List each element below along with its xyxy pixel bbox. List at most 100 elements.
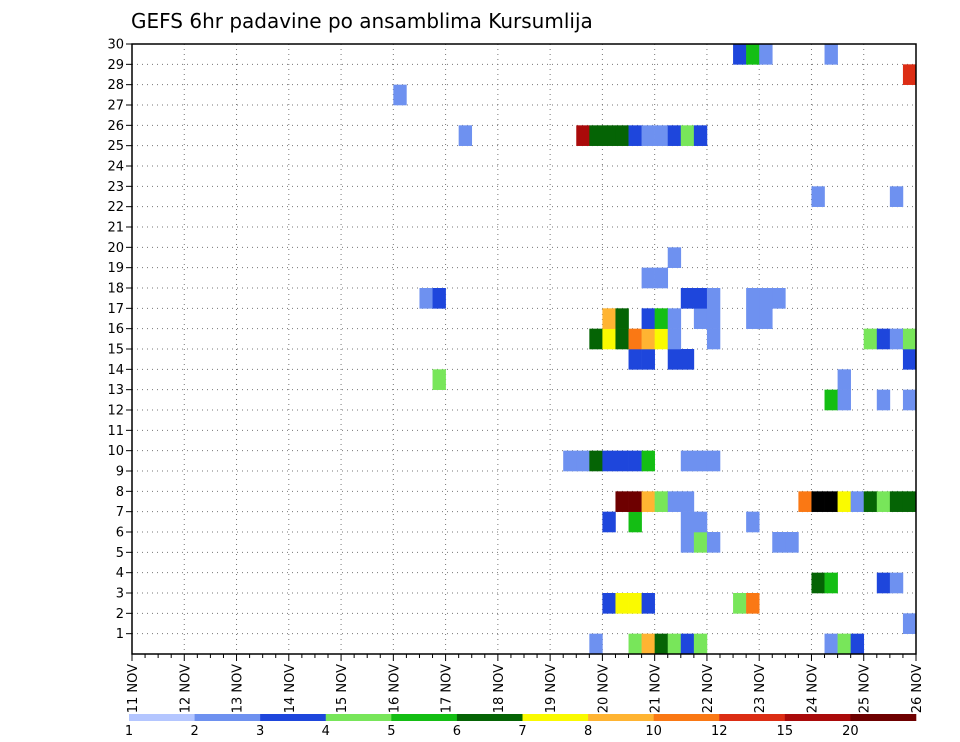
y-tick-label: 16	[107, 322, 124, 337]
heatmap-cell	[628, 593, 642, 614]
heatmap-cell	[824, 389, 838, 411]
heatmap-cell	[693, 125, 708, 146]
colorbar-swatch	[784, 714, 851, 721]
heatmap-cell	[746, 288, 760, 309]
heatmap-cell	[706, 288, 721, 309]
heatmap-cell	[746, 511, 760, 533]
heatmap-cell	[693, 511, 708, 533]
y-axis: 1234567891011121314151617181920212223242…	[107, 38, 132, 642]
y-tick-label: 14	[107, 363, 124, 378]
heatmap-cell	[576, 125, 590, 146]
heatmap-cell	[876, 328, 891, 350]
heatmap-cell	[746, 308, 760, 329]
x-axis: 11 NOV 12 NOV 13 NOV 14 NOV 15 NOV 16 NOV 17 N…	[126, 654, 925, 713]
heatmap-cell	[902, 389, 917, 411]
heatmap-cell	[667, 308, 682, 329]
heatmap-cell	[824, 572, 838, 594]
colorbar-label: 12	[711, 724, 728, 739]
heatmap-cell	[811, 186, 825, 207]
heatmap-cell	[876, 389, 891, 411]
colorbar-label: 4	[322, 724, 330, 739]
heatmap-cell	[680, 633, 695, 655]
heatmap-cell	[641, 267, 655, 289]
heatmap-cell	[419, 288, 433, 309]
heatmap-cell	[902, 613, 917, 634]
heatmap-cell	[589, 450, 603, 472]
heatmap-cell	[641, 450, 655, 472]
colorbar-label: 15	[777, 724, 794, 739]
colorbar-label: 10	[645, 724, 662, 739]
x-tick-label: 23 NOV	[753, 664, 768, 713]
heatmap-cell	[680, 349, 695, 370]
colorbar-legend: 1 2 3 4 5 6 7 8 10 12 15 20	[125, 714, 917, 739]
heatmap-cell	[889, 186, 904, 207]
heatmap-cell	[654, 308, 669, 329]
heatmap-cell	[432, 369, 446, 390]
y-tick-label: 9	[116, 465, 124, 480]
y-tick-label: 3	[116, 587, 124, 602]
heatmap-cell	[902, 64, 917, 85]
heatmap-cell	[602, 125, 616, 146]
heatmap-cell	[706, 328, 721, 350]
heatmap-cell	[733, 44, 747, 65]
heatmap-cell	[654, 125, 669, 146]
colorbar-label: 3	[256, 724, 264, 739]
heatmap-cell	[576, 450, 590, 472]
y-tick-label: 1	[116, 627, 124, 642]
heatmap-cell	[641, 349, 655, 370]
heatmap-cell	[641, 328, 655, 350]
x-tick-label: 26 NOV	[910, 664, 925, 713]
heatmap-cell	[628, 450, 642, 472]
x-tick-label: 21 NOV	[649, 664, 664, 713]
colorbar-swatch	[391, 714, 458, 721]
heatmap-cell	[615, 125, 629, 146]
heatmap-cell	[811, 572, 825, 594]
heatmap-cell	[785, 532, 799, 553]
heatmap-cell	[837, 369, 851, 390]
heatmap-cell	[589, 125, 603, 146]
heatmap-cell	[628, 328, 642, 350]
x-tick-label: 18 NOV	[492, 664, 507, 713]
heatmap-cell	[602, 308, 616, 329]
heatmap-cell	[667, 491, 682, 512]
colorbar-label: 2	[190, 724, 198, 739]
y-tick-label: 27	[107, 99, 124, 114]
heatmap-cell	[693, 633, 708, 655]
heatmap-cell	[432, 288, 446, 309]
heatmap-cell	[667, 247, 682, 268]
heatmap-cell	[863, 328, 878, 350]
y-tick-label: 8	[116, 485, 124, 500]
x-tick-label: 12 NOV	[178, 664, 193, 713]
y-tick-label: 29	[107, 58, 124, 73]
colorbar-swatch	[194, 714, 261, 721]
heatmap-cell	[733, 593, 747, 614]
heatmap-cell	[589, 328, 603, 350]
heatmap-cell	[667, 125, 682, 146]
heatmap-cell	[902, 491, 917, 512]
heatmap-cell	[654, 267, 669, 289]
heatmap-cell	[902, 349, 917, 370]
chart-title: GEFS 6hr padavine po ansamblima Kursumli…	[131, 9, 593, 33]
heatmap-cell	[680, 532, 695, 553]
colorbar-label: 20	[842, 724, 859, 739]
x-tick-label: 16 NOV	[387, 664, 402, 713]
heatmap-cell	[863, 491, 878, 512]
heatmap-cell	[850, 633, 865, 655]
x-tick-label: 19 NOV	[544, 664, 559, 713]
heatmap-cell	[615, 491, 629, 512]
y-tick-label: 13	[107, 383, 124, 398]
y-tick-label: 11	[107, 424, 124, 439]
heatmap-cell	[680, 511, 695, 533]
heatmap-cell	[759, 308, 773, 329]
y-tick-label: 6	[116, 526, 124, 541]
heatmap-cell	[811, 491, 825, 512]
heatmap-cell	[628, 633, 642, 655]
x-tick-label: 25 NOV	[858, 664, 873, 713]
heatmap-cell	[837, 633, 851, 655]
heatmap-cell	[667, 328, 682, 350]
y-tick-label: 5	[116, 546, 124, 561]
y-tick-label: 19	[107, 261, 124, 276]
colorbar-label: 6	[453, 724, 461, 739]
heatmap-cell	[772, 288, 786, 309]
heatmap-cell	[654, 491, 669, 512]
